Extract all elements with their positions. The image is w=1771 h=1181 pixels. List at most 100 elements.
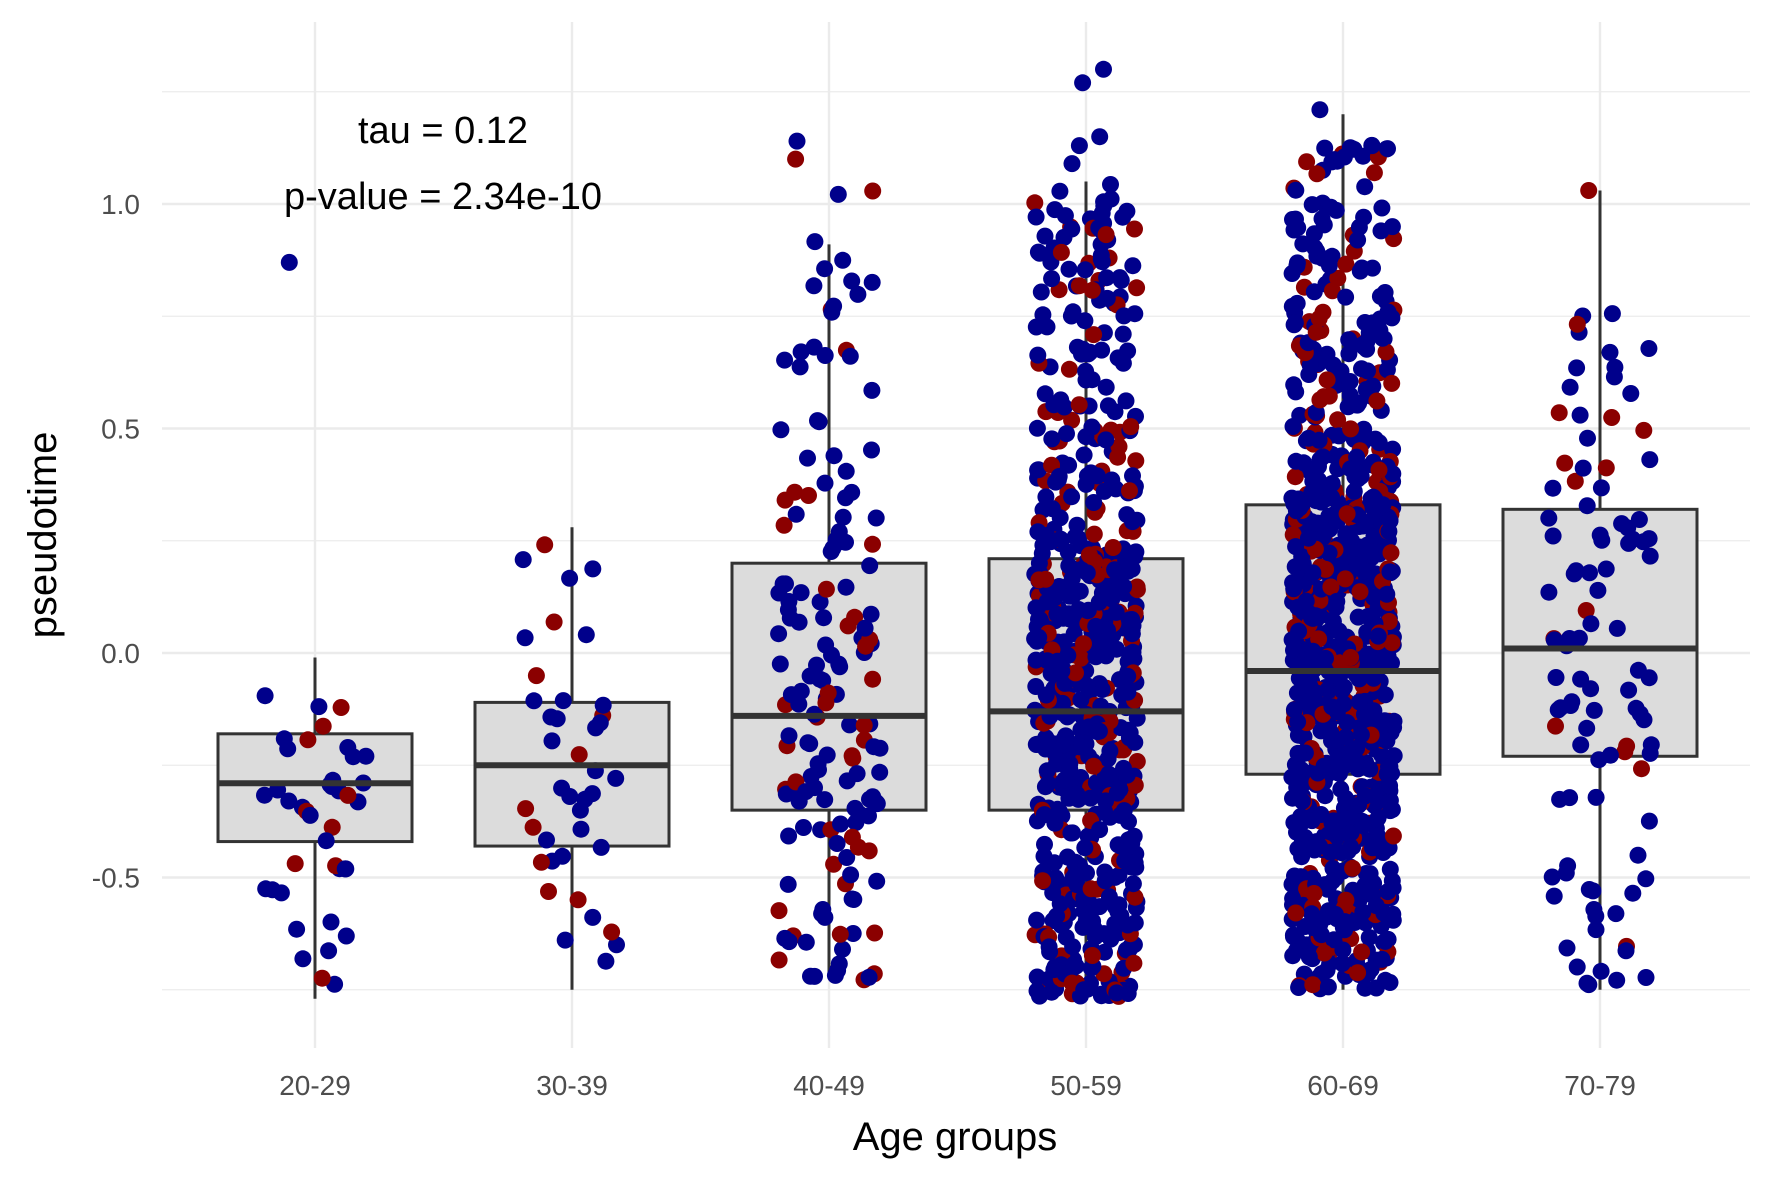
data-point [868, 872, 886, 890]
data-point [1304, 976, 1322, 994]
data-point [795, 819, 812, 836]
data-point [1364, 314, 1382, 332]
data-point [570, 746, 588, 764]
data-point [1076, 839, 1094, 857]
data-point [825, 855, 843, 873]
data-point [1286, 867, 1303, 885]
data-point [1384, 827, 1402, 845]
data-point [1327, 201, 1345, 219]
data-point [322, 913, 340, 931]
data-point [1307, 492, 1325, 510]
data-point [1117, 392, 1135, 410]
data-point [816, 474, 834, 492]
data-point [1119, 985, 1137, 1002]
data-point [1043, 430, 1061, 448]
data-point [1063, 488, 1081, 506]
data-point [1565, 565, 1583, 583]
data-point [1369, 627, 1387, 645]
data-point [1052, 530, 1070, 548]
data-point [1384, 911, 1402, 929]
data-point [1288, 254, 1306, 272]
data-point [770, 951, 788, 969]
data-point [1356, 178, 1374, 196]
data-point [1097, 431, 1115, 449]
data-point [855, 716, 873, 734]
data-point [1624, 884, 1642, 902]
data-point [1630, 511, 1648, 528]
data-point [772, 421, 790, 439]
data-point [1381, 563, 1399, 581]
data-point [1592, 962, 1610, 980]
data-point [1108, 784, 1126, 802]
data-point [816, 347, 834, 364]
data-point [1330, 756, 1348, 774]
data-point [608, 936, 625, 954]
data-point [1316, 139, 1334, 157]
data-point [1373, 950, 1391, 968]
data-point [1056, 207, 1074, 225]
data-point [1085, 920, 1103, 937]
data-point [863, 273, 881, 291]
data-point [790, 792, 808, 810]
data-point [823, 646, 840, 664]
data-point [841, 716, 859, 734]
data-point [339, 786, 357, 804]
data-point [1300, 948, 1318, 966]
data-point [1359, 883, 1377, 901]
data-point [1309, 471, 1327, 489]
data-point [1114, 354, 1132, 372]
data-point [1587, 907, 1605, 925]
data-point [863, 441, 880, 459]
data-point [1289, 219, 1307, 237]
data-point [792, 343, 810, 361]
data-point [323, 818, 341, 836]
data-point [538, 831, 555, 849]
data-point [1287, 904, 1305, 922]
data-point [1076, 312, 1094, 330]
medians [218, 645, 1697, 787]
data-point [792, 584, 810, 602]
data-point [1568, 315, 1586, 333]
data-point [1618, 737, 1636, 755]
data-point [280, 792, 298, 810]
data-point [1283, 768, 1301, 786]
data-point [1343, 336, 1361, 354]
data-point [861, 557, 879, 575]
boxes [216, 503, 1699, 848]
data-point [811, 670, 829, 688]
data-point [1126, 220, 1143, 238]
data-point [1356, 787, 1374, 805]
data-point [776, 929, 794, 947]
data-point [1587, 921, 1605, 939]
data-point [1032, 283, 1050, 301]
data-point [1036, 385, 1054, 403]
data-point [1323, 698, 1341, 716]
data-point [867, 509, 885, 527]
data-point [1337, 789, 1355, 807]
data-point [1320, 544, 1338, 562]
data-point [856, 619, 874, 637]
data-point [1329, 411, 1347, 429]
data-point [815, 609, 833, 627]
data-point [1380, 613, 1398, 630]
data-point [1312, 926, 1330, 944]
data-point [313, 969, 331, 987]
data-point [1289, 598, 1307, 616]
data-point [1377, 343, 1395, 361]
data-point [607, 769, 625, 787]
data-point [1361, 760, 1379, 778]
data-point [1286, 314, 1304, 332]
data-point [1545, 631, 1563, 649]
data-point [1097, 226, 1115, 244]
data-point [1316, 787, 1334, 805]
data-point [808, 656, 825, 674]
data-point [1315, 757, 1333, 775]
data-point [1289, 744, 1307, 762]
data-point [779, 875, 797, 893]
data-point [1051, 182, 1069, 200]
data-point [1385, 712, 1403, 730]
data-point [1093, 253, 1111, 271]
data-point [1384, 465, 1402, 483]
data-point [1352, 726, 1370, 744]
data-point [301, 806, 319, 824]
